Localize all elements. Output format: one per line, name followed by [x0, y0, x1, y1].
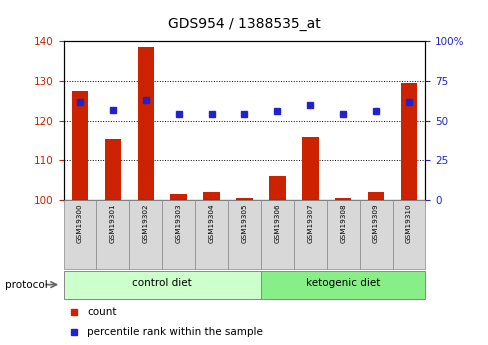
FancyBboxPatch shape — [326, 200, 359, 269]
Bar — [334, 198, 351, 200]
FancyBboxPatch shape — [96, 200, 129, 269]
Text: count: count — [87, 307, 116, 317]
FancyBboxPatch shape — [359, 200, 392, 269]
Text: ketogenic diet: ketogenic diet — [305, 278, 380, 288]
Text: GSM19305: GSM19305 — [241, 204, 247, 243]
Text: percentile rank within the sample: percentile rank within the sample — [87, 327, 263, 337]
FancyBboxPatch shape — [227, 200, 261, 269]
FancyBboxPatch shape — [63, 200, 96, 269]
Bar — [72, 91, 88, 200]
Text: GDS954 / 1388535_at: GDS954 / 1388535_at — [168, 17, 320, 31]
Bar — [268, 176, 285, 200]
Bar — [203, 192, 220, 200]
Bar — [400, 83, 416, 200]
Bar — [170, 194, 186, 200]
Bar — [236, 198, 252, 200]
FancyBboxPatch shape — [63, 270, 261, 298]
Text: GSM19301: GSM19301 — [110, 204, 116, 243]
Text: GSM19306: GSM19306 — [274, 204, 280, 243]
FancyBboxPatch shape — [162, 200, 195, 269]
Text: GSM19307: GSM19307 — [306, 204, 313, 243]
Bar — [367, 192, 384, 200]
Text: GSM19304: GSM19304 — [208, 204, 214, 243]
Text: GSM19302: GSM19302 — [142, 204, 148, 243]
FancyBboxPatch shape — [261, 200, 293, 269]
Bar — [137, 47, 154, 200]
Text: control diet: control diet — [132, 278, 192, 288]
Text: GSM19300: GSM19300 — [77, 204, 83, 243]
Text: GSM19303: GSM19303 — [175, 204, 182, 243]
FancyBboxPatch shape — [129, 200, 162, 269]
Text: GSM19310: GSM19310 — [405, 204, 411, 243]
FancyBboxPatch shape — [392, 200, 425, 269]
FancyBboxPatch shape — [293, 200, 326, 269]
Text: GSM19308: GSM19308 — [340, 204, 346, 243]
Bar — [302, 137, 318, 200]
Text: GSM19309: GSM19309 — [372, 204, 378, 243]
FancyBboxPatch shape — [261, 270, 425, 298]
FancyBboxPatch shape — [195, 200, 227, 269]
Bar — [104, 139, 121, 200]
Text: protocol: protocol — [5, 280, 47, 289]
